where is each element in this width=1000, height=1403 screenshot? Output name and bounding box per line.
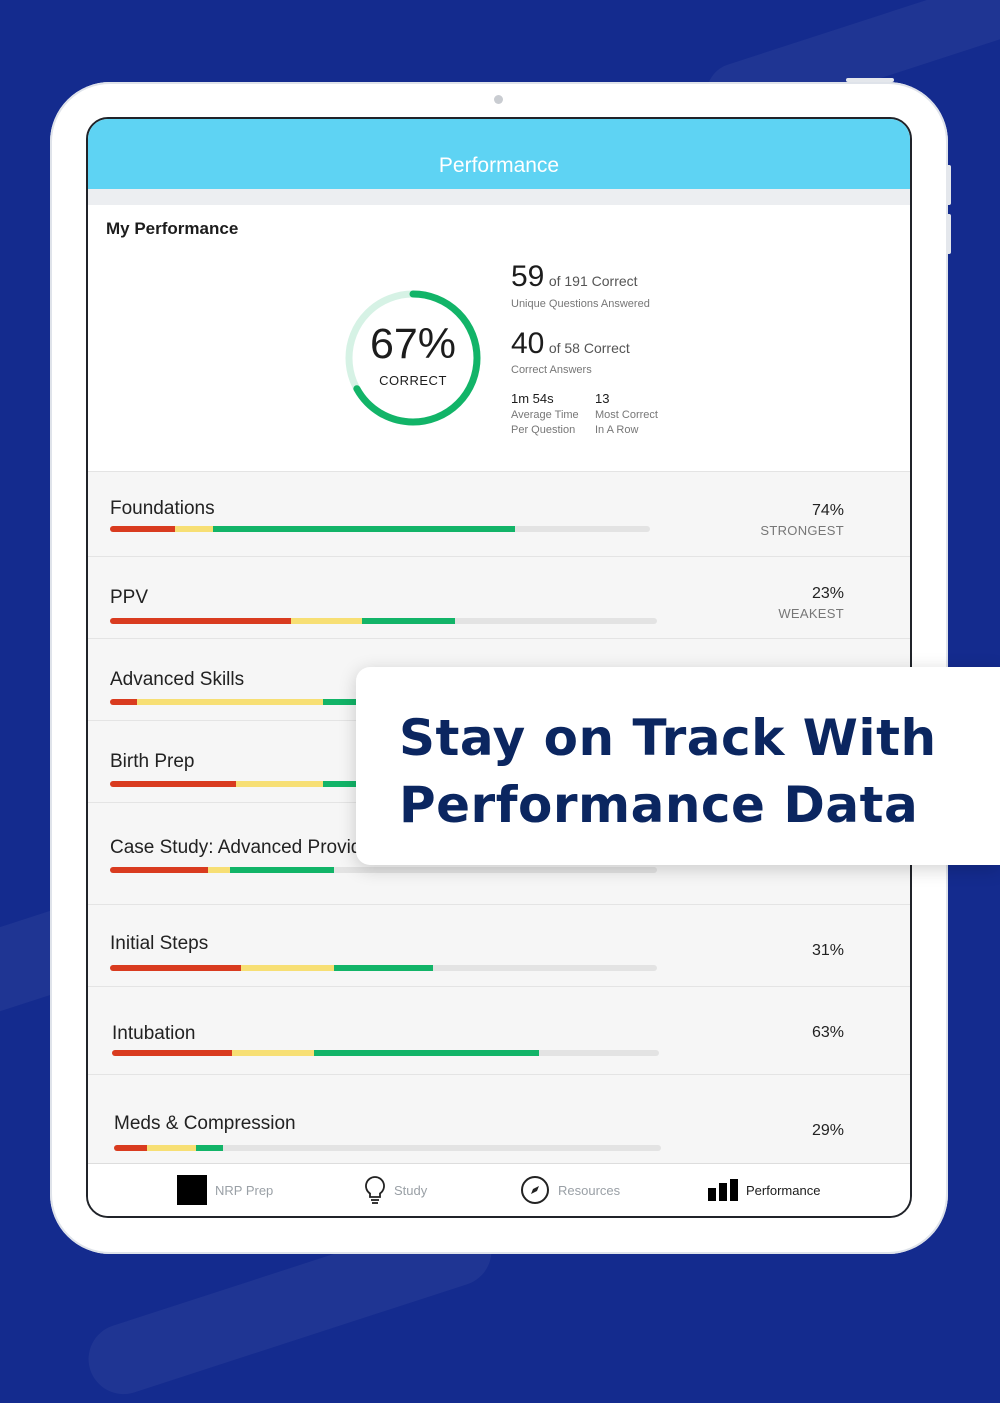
category-progress-bar (110, 965, 657, 971)
bar-chart-icon (708, 1179, 738, 1201)
percent-ring (345, 290, 481, 426)
category-percent: 23% (811, 585, 844, 602)
streak-label-line2: In A Row (595, 424, 639, 436)
unique-questions-stat: 59 of 191 Correct (511, 260, 638, 294)
category-percent: 74% (811, 502, 844, 519)
bar-segment-correct (212, 526, 515, 532)
category-percent: 31% (811, 942, 844, 959)
avg-time-label: Average Time Per Question (511, 408, 579, 438)
bar-segment-incorrect (112, 1050, 233, 1056)
ring-label: CORRECT (379, 373, 447, 388)
lightbulb-icon (364, 1175, 386, 1205)
tab-nrp-prep[interactable]: NRP Prep (177, 1164, 273, 1216)
avg-time-label-line2: Per Question (511, 424, 576, 436)
volume-button (946, 165, 951, 205)
category-name: Intubation (112, 1023, 196, 1044)
unique-label: Unique Questions Answered (511, 298, 650, 310)
bar-segment-incorrect (110, 781, 236, 787)
category-tag: WEAKEST (778, 606, 844, 621)
bar-segment-incorrect (110, 965, 242, 971)
callout-headline: Stay on Track With Performance Data (399, 705, 937, 839)
callout-line-1: Stay on Track With (399, 709, 937, 767)
category-progress-bar (110, 618, 657, 624)
correct-label: Correct Answers (511, 364, 592, 376)
category-tag: STRONGEST (760, 523, 844, 538)
bar-segment-partial (137, 699, 324, 705)
bar-segment-partial (235, 781, 324, 787)
bar-segment-incorrect (110, 618, 291, 624)
unique-of: of 191 Correct (548, 273, 638, 289)
avg-time-value: 1m 54s (511, 391, 554, 406)
camera-dot (494, 95, 503, 104)
tab-label: Study (394, 1182, 428, 1198)
category-row[interactable]: Initial Steps 31% (88, 904, 910, 987)
avg-time-label-line1: Average Time (511, 409, 579, 421)
bar-segment-incorrect (110, 699, 138, 705)
bar-segment-correct (334, 965, 433, 971)
category-row[interactable]: Meds & Compression 29% (88, 1074, 910, 1165)
streak-label-line1: Most Correct (595, 409, 658, 421)
bar-segment-partial (241, 965, 335, 971)
category-percent: 63% (811, 1024, 844, 1041)
tab-resources[interactable]: Resources (520, 1164, 620, 1216)
square-icon (177, 1175, 207, 1205)
bar-segment-partial (232, 1050, 315, 1056)
bar-segment-partial (290, 618, 362, 624)
category-row[interactable]: PPV 23% WEAKEST (88, 556, 910, 639)
correct-value: 40 (511, 327, 545, 360)
unique-value: 59 (511, 260, 545, 293)
category-percent: 29% (811, 1122, 844, 1139)
correct-answers-stat: 40 of 58 Correct (511, 327, 630, 361)
category-name: Case Study: Advanced Provider (110, 837, 379, 858)
tab-label: Performance (746, 1182, 821, 1198)
ring-percent: 67% (369, 320, 457, 368)
tab-study[interactable]: Study (364, 1164, 427, 1216)
tab-bar: NRP Prep Study Resources Performance (88, 1163, 910, 1216)
bar-segment-correct (361, 618, 455, 624)
bar-segment-correct (314, 1050, 539, 1056)
section-title: My Performance (106, 219, 239, 238)
category-name: Advanced Skills (110, 669, 245, 690)
tab-label: Resources (558, 1182, 621, 1198)
bar-segment-incorrect (110, 867, 209, 873)
category-progress-bar (114, 1145, 661, 1151)
category-name: PPV (110, 587, 149, 608)
category-row[interactable]: Foundations 74% STRONGEST (88, 471, 910, 557)
promo-callout: Stay on Track With Performance Data (356, 667, 1000, 865)
category-name: Initial Steps (110, 933, 209, 954)
bar-segment-correct (196, 1145, 224, 1151)
compass-icon (520, 1175, 550, 1205)
category-progress-bar (110, 526, 650, 532)
power-button (846, 78, 894, 82)
category-name: Birth Prep (110, 751, 195, 772)
tab-label: NRP Prep (215, 1182, 274, 1198)
category-name: Meds & Compression (114, 1113, 296, 1134)
bar-segment-partial (208, 867, 231, 873)
category-progress-bar (110, 867, 657, 873)
bar-segment-partial (174, 526, 213, 532)
category-progress-bar (112, 1050, 659, 1056)
callout-line-2: Performance Data (399, 776, 919, 834)
tab-performance[interactable]: Performance (708, 1164, 820, 1216)
category-name: Foundations (110, 498, 215, 519)
nav-bar: Performance (88, 119, 910, 189)
bar-segment-correct (230, 867, 335, 873)
streak-label: Most Correct In A Row (595, 408, 658, 438)
bar-segment-incorrect (110, 526, 175, 532)
streak-value: 13 (595, 391, 610, 406)
bar-segment-incorrect (114, 1145, 147, 1151)
category-row[interactable]: Intubation 63% (88, 986, 910, 1075)
volume-button (946, 214, 951, 254)
bar-segment-partial (146, 1145, 197, 1151)
nav-divider (88, 189, 910, 205)
nav-title: Performance (438, 154, 560, 177)
ring-progress (345, 290, 481, 426)
correct-of: of 58 Correct (548, 340, 630, 356)
